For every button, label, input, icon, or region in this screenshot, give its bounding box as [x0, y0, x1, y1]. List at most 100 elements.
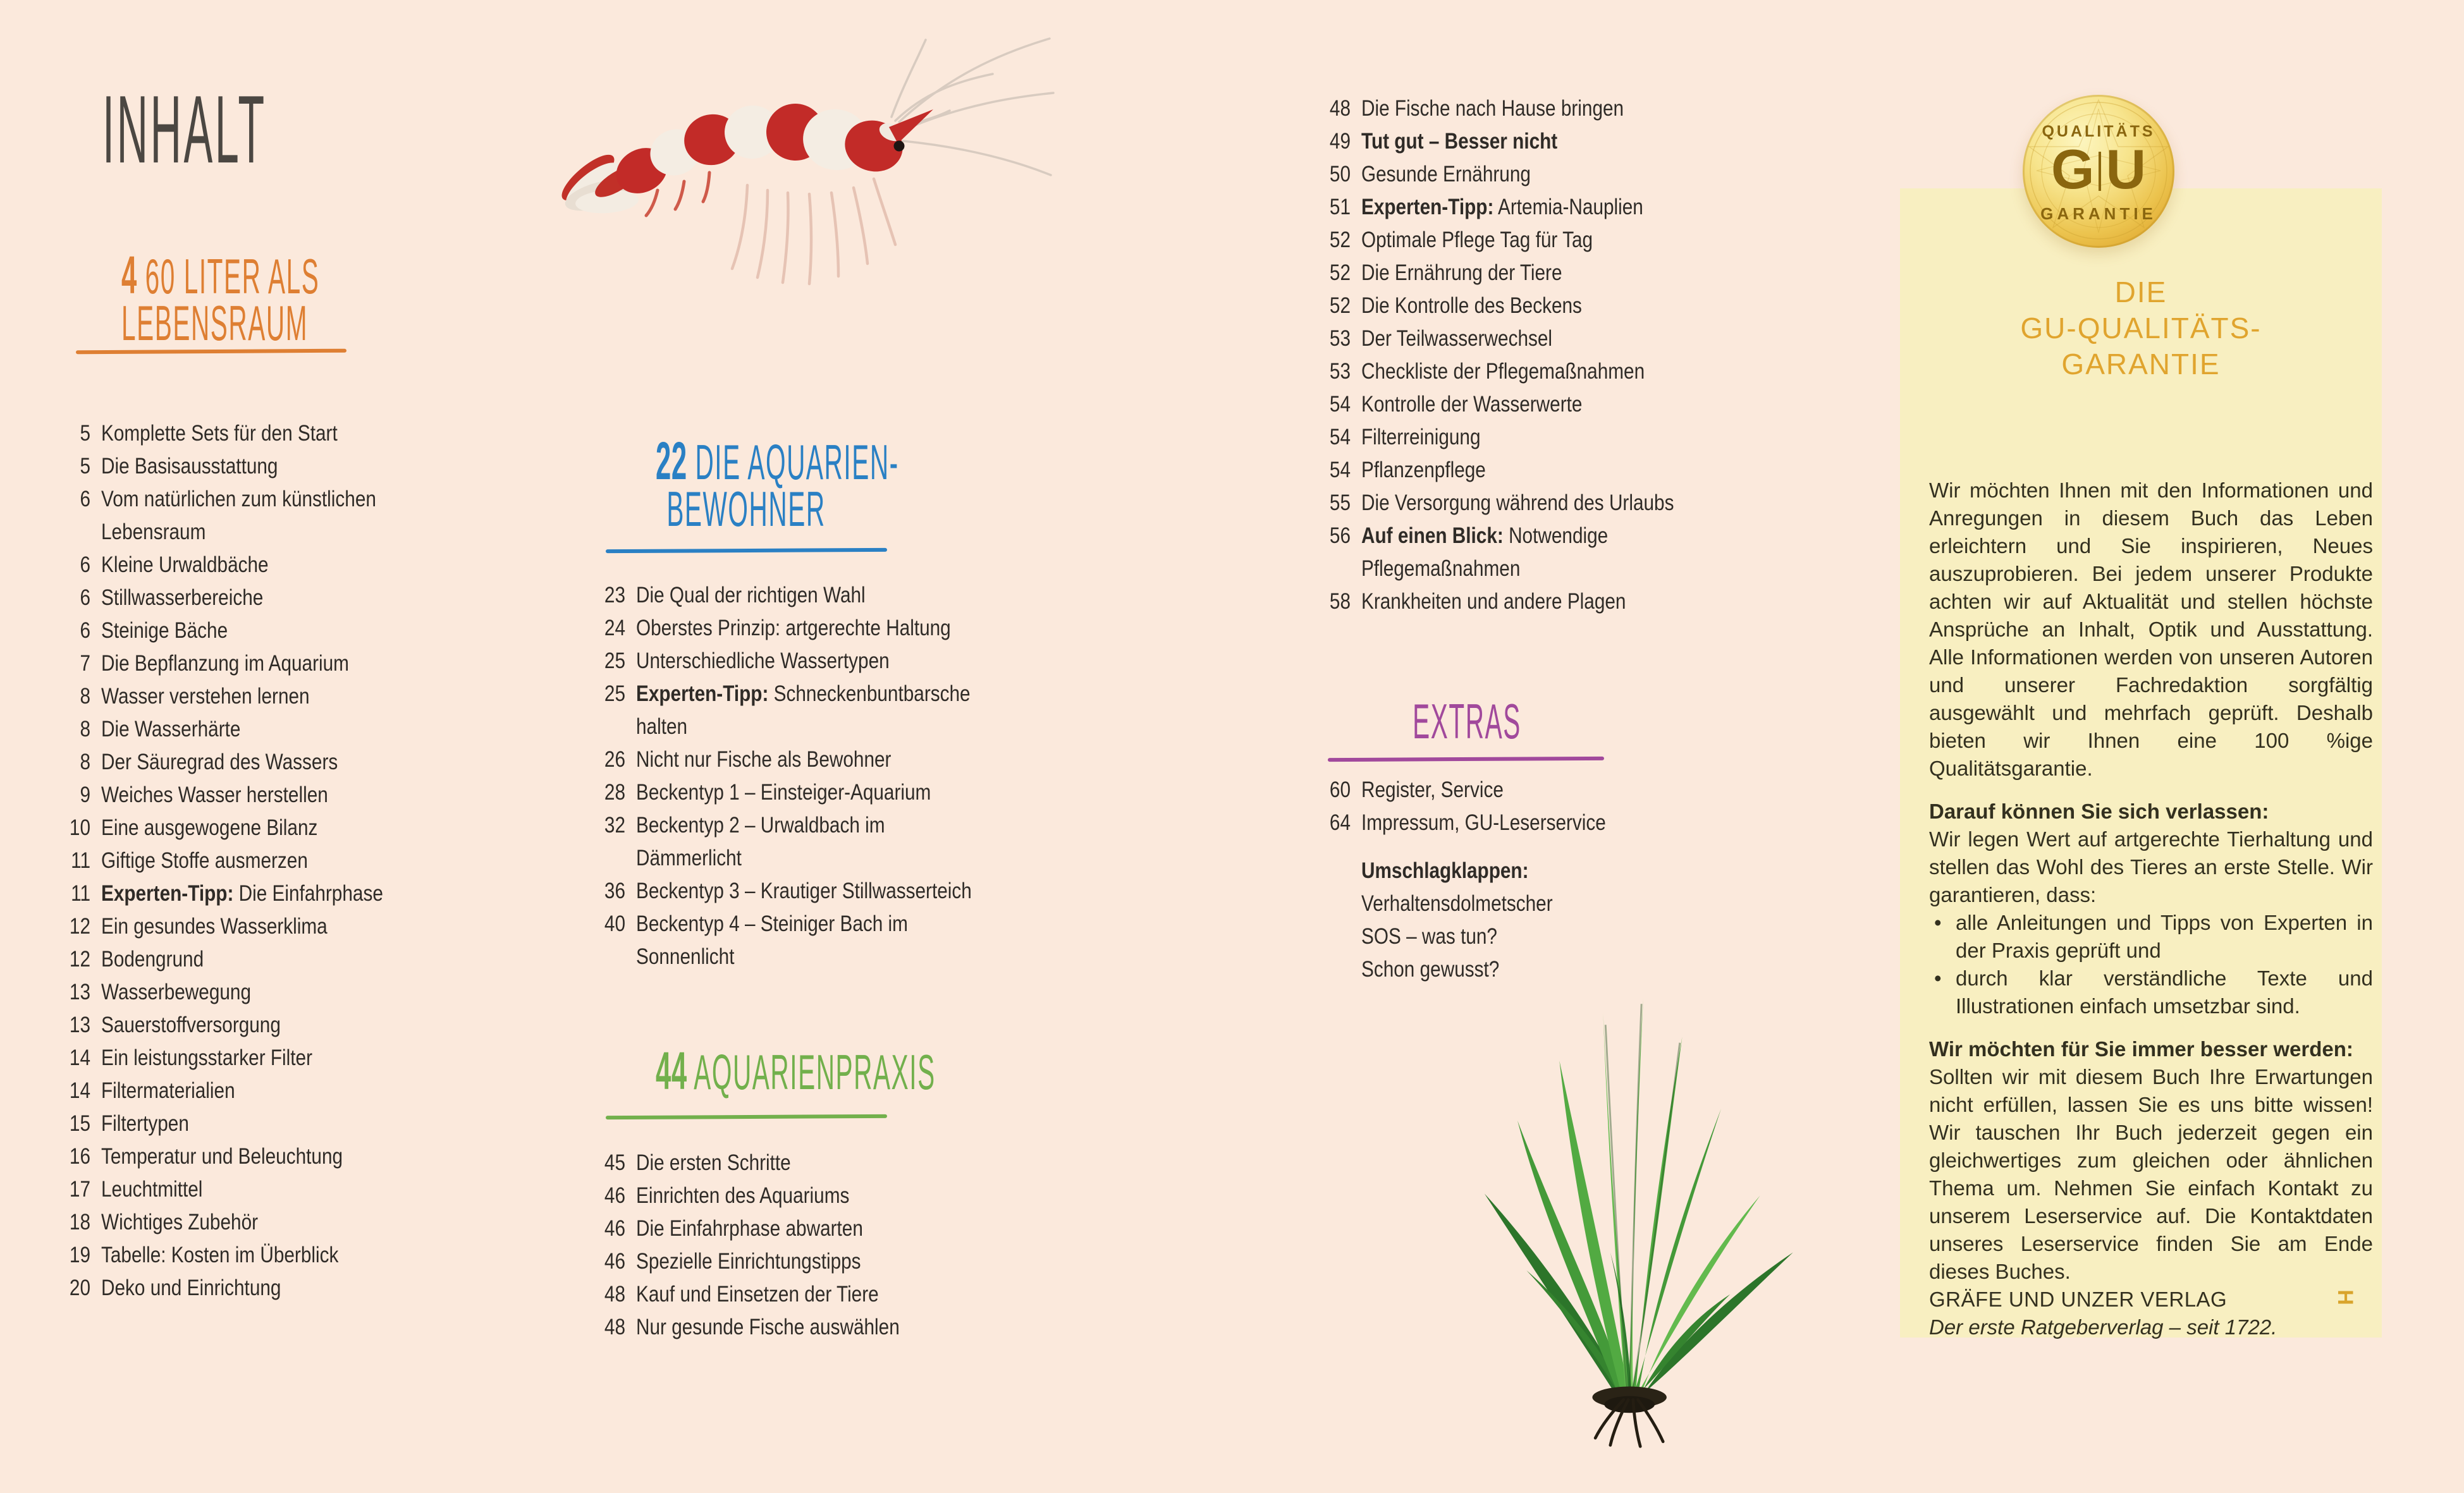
shrimp-pleopods: [644, 171, 711, 217]
chapter-title-line: 60 LITER ALS: [145, 248, 320, 304]
toc-entry: 6 Vom natürlichen zum künstlichen: [58, 483, 383, 516]
toc-page-number: 23: [604, 583, 625, 607]
toc-entry: 7 Die Bepflanzung im Aquarium: [58, 647, 383, 680]
toc-entry-label: Pflanzenpflege: [1361, 458, 1486, 482]
toc-entry: 55 Die Versorgung während des Urlaubs: [1318, 487, 1674, 520]
toc-entry: 12 Bodengrund: [58, 943, 383, 976]
toc-entry-label: Beckentyp 3 – Krautiger Stillwasserteich: [636, 879, 972, 903]
toc-page-number: 56: [1329, 523, 1351, 548]
toc-entry-label: Steinige Bäche: [101, 618, 228, 643]
toc-entry-wrap: halten: [636, 714, 688, 739]
seal-guilloche-icon: [2027, 99, 2170, 240]
toc-list-bewohner: 23 Die Qual der richtigen Wahl 24 Oberstes …: [593, 579, 972, 973]
toc-entry-label: Experten-Tipp: Die Einfahrphase: [101, 881, 383, 906]
toc-entry: 32 Beckentyp 2 – Urwaldbach im: [593, 809, 972, 842]
toc-page-number: 13: [69, 1013, 90, 1037]
toc-entry: SOS – was tun?: [1318, 920, 1606, 953]
toc-page-number: 40: [604, 911, 625, 936]
toc-entry-label: Tut gut – Besser nicht: [1361, 129, 1558, 154]
toc-page-number: 51: [1329, 195, 1351, 219]
toc-entry-label: Nicht nur Fische als Bewohner: [636, 747, 892, 772]
toc-page-number: 25: [604, 681, 625, 706]
java-fern-photo: [1484, 997, 1793, 1448]
toc-entry-wrap: Sonnenlicht: [636, 944, 735, 969]
chapter-heading-extras: EXTRAS: [1376, 697, 1557, 746]
toc-entry-label: Giftige Stoffe ausmerzen: [101, 848, 308, 873]
toc-entry-label: Eine ausgewogene Bilanz: [101, 815, 318, 840]
toc-entry-label: Experten-Tipp: Schneckenbuntbarsche: [636, 681, 971, 706]
toc-page-number: 54: [1329, 458, 1351, 482]
toc-page-number: 20: [69, 1276, 90, 1300]
toc-entry-label: Nur gesunde Fische auswählen: [636, 1315, 900, 1339]
panel-subheading: Wir möchten für Sie immer besser werden:: [1929, 1037, 2353, 1061]
toc-page-number: 11: [71, 881, 90, 906]
toc-entry: 19 Tabelle: Kosten im Überblick: [58, 1239, 383, 1272]
publisher-tagline: Der erste Ratgeberverlag – seit 1722.: [1929, 1315, 2277, 1339]
panel-heading-line: DIE: [2114, 276, 2167, 308]
toc-entry: 52 Die Ernährung der Tiere: [1318, 257, 1674, 289]
toc-entry-label: Die Wasserhärte: [101, 717, 241, 741]
toc-entry: 6 Kleine Urwaldbäche: [58, 549, 383, 582]
toc-entry-label: Wasserbewegung: [101, 980, 252, 1004]
toc-list-extras: 60 Register, Service 64 Impressum, GU-Leser…: [1318, 774, 1606, 986]
toc-page-number: 8: [80, 717, 90, 741]
toc-entry-label: Gesunde Ernährung: [1361, 162, 1531, 186]
toc-entry: 52 Optimale Pflege Tag für Tag: [1318, 224, 1674, 257]
toc-entry-label: Der Teilwasserwechsel: [1361, 326, 1553, 351]
panel-bullet-list: alle Anleitungen und Tipps von Experten …: [1929, 909, 2373, 1020]
toc-page-number: 48: [604, 1315, 625, 1339]
toc-page-number: 17: [69, 1177, 90, 1202]
heading-rule: [605, 547, 888, 554]
chapter-number: 44: [656, 1041, 687, 1100]
toc-entry: 8 Die Wasserhärte: [58, 713, 383, 746]
toc-page-number: 13: [69, 980, 90, 1004]
toc-entry-label: Oberstes Prinzip: artgerechte Haltung: [636, 616, 951, 640]
toc-entry-label: Ein leistungsstarker Filter: [101, 1045, 312, 1070]
toc-entry-label: Sauerstoffversorgung: [101, 1013, 281, 1037]
toc-page-number: 53: [1329, 326, 1351, 351]
shrimp-antennae: [890, 37, 1055, 176]
toc-entry-label: Die Ernährung der Tiere: [1361, 260, 1562, 285]
toc-entry-label: Filterreinigung: [1361, 425, 1481, 449]
toc-entry-label: Krankheiten und andere Plagen: [1361, 589, 1626, 614]
toc-entry: 5 Komplette Sets für den Start: [58, 417, 383, 450]
toc-entry-label: Kleine Urwaldbäche: [101, 552, 269, 577]
panel-body-text: Wir möchten Ihnen mit den Informationen …: [1929, 477, 2373, 1341]
toc-entry: 64 Impressum, GU-Leserservice: [1318, 807, 1606, 839]
toc-page-number: 64: [1329, 810, 1351, 835]
heading-rule: [605, 1114, 888, 1120]
toc-page-number: 52: [1329, 293, 1351, 318]
toc-entry: 46 Einrichten des Aquariums: [593, 1179, 900, 1212]
panel-subheading: Darauf können Sie sich verlassen:: [1929, 800, 2269, 823]
chapter-number: 22: [656, 431, 687, 491]
toc-entry-wrap: Pflegemaßnahmen: [1361, 556, 1521, 581]
toc-entry-wrap: Lebensraum: [101, 520, 206, 544]
toc-entry: 6 Steinige Bäche: [58, 614, 383, 647]
toc-entry: 49 Tut gut – Besser nicht: [1318, 125, 1674, 158]
chapter-heading-lebensraum: 4 60 LITER ALS LEBENSRAUM: [121, 248, 319, 348]
toc-entry: 8 Der Säuregrad des Wassers: [58, 746, 383, 779]
toc-page-number: 6: [80, 618, 90, 643]
toc-page-number: [1318, 953, 1351, 986]
toc-entry-label: Die Kontrolle des Beckens: [1361, 293, 1582, 318]
toc-entry: 12 Ein gesundes Wasserklima: [58, 910, 383, 943]
toc-entry-label: Komplette Sets für den Start: [101, 421, 338, 446]
toc-entry-label: Temperatur und Beleuchtung: [101, 1144, 343, 1169]
toc-page-number: 55: [1329, 491, 1351, 515]
chapter-title-line: AQUARIENPRAXIS: [694, 1044, 936, 1100]
shrimp-eye: [893, 140, 905, 152]
chapter-title-line: BEWOHNER: [666, 481, 826, 537]
toc-page-number: 19: [69, 1243, 90, 1267]
toc-page-number: 5: [80, 454, 90, 478]
panel-heading: DIE GU-QUALITÄTS- GARANTIE: [1900, 274, 2382, 382]
toc-page-number: 49: [1329, 129, 1351, 154]
page-title: INHALT: [102, 76, 267, 183]
seal-word-bottom: GARANTIE: [2040, 204, 2157, 223]
toc-page-number: 46: [604, 1216, 625, 1241]
toc-entry-label: Die Qual der richtigen Wahl: [636, 583, 866, 607]
toc-entry: 51 Experten-Tipp: Artemia-Nauplien: [1318, 191, 1674, 224]
panel-paragraph: Wir möchten Ihnen mit den Informationen …: [1929, 478, 2373, 780]
toc-entry: 60 Register, Service: [1318, 774, 1606, 807]
toc-entry-label: Weiches Wasser herstellen: [101, 783, 328, 807]
